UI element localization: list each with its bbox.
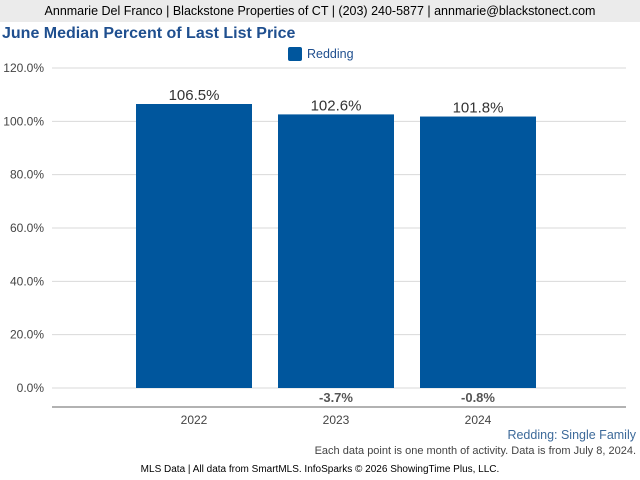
y-tick-label: 20.0% xyxy=(10,328,44,342)
chart-subtitle: Redding: Single Family xyxy=(507,428,636,442)
y-tick-label: 100.0% xyxy=(3,114,44,128)
bar-value-label: 101.8% xyxy=(453,100,504,117)
bar xyxy=(136,104,252,388)
y-tick-label: 80.0% xyxy=(10,168,44,182)
legend-label: Redding xyxy=(307,47,354,61)
y-tick-label: 0.0% xyxy=(17,381,45,395)
chart-legend: Redding xyxy=(288,45,354,63)
footer-credits: MLS Data | All data from SmartMLS. InfoS… xyxy=(140,464,500,475)
x-tick-label: 2023 xyxy=(323,413,350,427)
legend-swatch xyxy=(288,47,302,61)
chart-title: June Median Percent of Last List Price xyxy=(2,25,296,42)
bar xyxy=(278,114,394,389)
bar-chart: 0.0% 20.0% 40.0% 60.0% 80.0% 100.0% 120.0% 106.… xyxy=(3,61,626,427)
x-tick-label: 2024 xyxy=(465,413,492,427)
change-label: -3.7% xyxy=(319,390,353,405)
bar-value-label: 102.6% xyxy=(311,97,362,114)
bar xyxy=(420,116,536,389)
y-tick-label: 60.0% xyxy=(10,221,44,235)
y-tick-label: 40.0% xyxy=(10,274,44,288)
contact-header: Annmarie Del Franco | Blackstone Propert… xyxy=(0,0,640,22)
y-tick-label: 120.0% xyxy=(3,61,44,75)
bar-value-label: 106.5% xyxy=(169,87,220,104)
data-note: Each data point is one month of activity… xyxy=(314,445,636,457)
contact-header-text: Annmarie Del Franco | Blackstone Propert… xyxy=(44,4,596,18)
change-label: -0.8% xyxy=(461,390,495,405)
x-tick-label: 2022 xyxy=(181,413,208,427)
